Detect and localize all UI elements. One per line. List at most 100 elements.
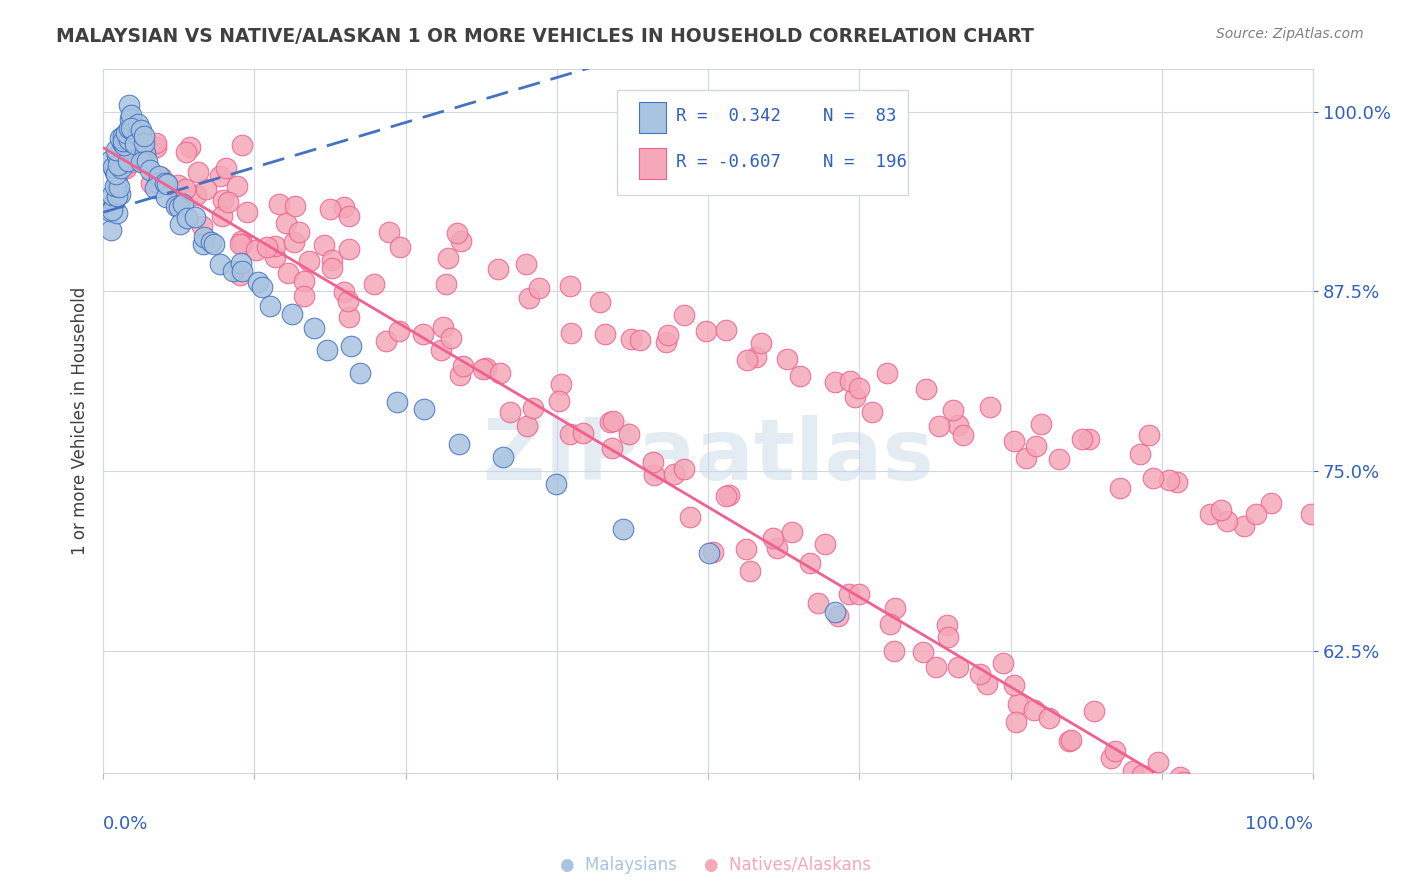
Point (387, 324, 409, 338)
Point (148, 169, 170, 183)
Point (337, 242, 360, 256)
Point (231, 263, 253, 277)
Point (446, 227, 468, 241)
Point (558, 426, 581, 441)
Point (641, 455, 664, 469)
Point (215, 161, 238, 175)
Point (1260, 496, 1282, 510)
Point (103, 162, 125, 177)
Point (436, 251, 458, 265)
Point (451, 359, 474, 373)
Point (799, 557, 821, 571)
Point (101, 187, 124, 202)
Point (544, 477, 567, 491)
Point (259, 299, 281, 313)
Point (388, 239, 411, 253)
Point (935, 618, 957, 632)
Point (879, 616, 901, 631)
Point (105, 189, 128, 203)
Point (139, 176, 162, 190)
Point (780, 524, 803, 539)
Point (179, 139, 201, 153)
Point (115, 135, 138, 149)
FancyBboxPatch shape (640, 103, 666, 133)
Point (571, 426, 593, 441)
Point (101, 202, 124, 217)
Point (349, 366, 371, 380)
Point (911, 645, 934, 659)
Point (486, 261, 509, 276)
Point (589, 295, 612, 310)
Point (876, 366, 898, 380)
Point (127, 128, 149, 142)
Point (304, 321, 326, 335)
Point (100, 153, 122, 167)
Point (848, 381, 870, 395)
Point (193, 230, 215, 244)
Point (499, 404, 522, 418)
Point (190, 219, 212, 233)
Point (1025, 439, 1047, 453)
Point (413, 401, 436, 416)
Point (1166, 475, 1188, 489)
Point (716, 322, 738, 336)
Point (1122, 764, 1144, 778)
Point (202, 237, 225, 252)
Text: 100.0%: 100.0% (1246, 815, 1313, 833)
Point (231, 256, 253, 270)
Point (169, 201, 191, 215)
Point (824, 605, 846, 619)
Point (149, 169, 172, 184)
Point (657, 328, 679, 343)
Point (1209, 503, 1232, 517)
Point (118, 98, 141, 112)
Point (108, 187, 131, 202)
Point (98, 203, 121, 218)
Point (156, 177, 179, 191)
Point (263, 238, 285, 252)
Point (174, 182, 197, 196)
Point (1199, 507, 1222, 521)
Point (434, 277, 457, 292)
Point (529, 281, 551, 295)
Point (1031, 417, 1053, 431)
Point (1215, 514, 1237, 528)
Point (110, 161, 132, 175)
Point (1060, 732, 1083, 747)
FancyBboxPatch shape (617, 90, 908, 195)
Point (620, 332, 643, 346)
Point (432, 320, 454, 334)
Point (200, 235, 222, 249)
Point (673, 462, 696, 476)
Point (145, 136, 167, 151)
Point (132, 136, 155, 151)
Point (222, 263, 245, 277)
Point (247, 276, 270, 290)
Point (166, 178, 188, 192)
Point (115, 161, 138, 176)
Point (1002, 678, 1025, 692)
Point (1198, 804, 1220, 818)
Point (662, 467, 685, 482)
Point (245, 243, 267, 257)
Point (430, 343, 453, 357)
Point (716, 489, 738, 503)
Point (1212, 814, 1234, 828)
Point (1254, 807, 1277, 822)
Text: ●  Natives/Alaskans: ● Natives/Alaskans (704, 855, 870, 873)
Point (105, 206, 128, 220)
Point (283, 235, 305, 249)
Point (385, 395, 408, 409)
Point (766, 541, 789, 555)
Point (1244, 507, 1267, 521)
Point (132, 129, 155, 144)
Point (211, 210, 233, 224)
Point (112, 162, 135, 177)
Point (599, 415, 621, 429)
Point (602, 414, 624, 428)
Point (1157, 473, 1180, 487)
Point (229, 234, 252, 248)
Point (105, 143, 128, 157)
Point (915, 383, 938, 397)
Point (1299, 507, 1322, 521)
